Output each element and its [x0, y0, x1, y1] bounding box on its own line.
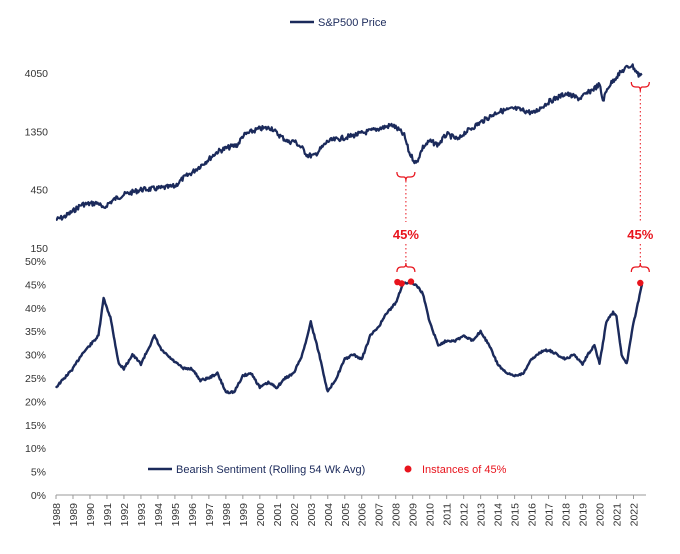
x-tick-label: 2010: [425, 503, 437, 527]
x-tick-label: 2012: [459, 503, 471, 527]
x-tick-label: 2018: [561, 503, 573, 527]
x-tick-label: 2015: [510, 503, 522, 527]
x-tick-label: 2021: [612, 503, 624, 527]
sentiment-y-tick-label: 35%: [25, 326, 46, 338]
x-tick-label: 2000: [255, 503, 267, 527]
x-tick-label: 1994: [153, 503, 165, 527]
sentiment-y-axis-ticks: 0% 5% 10% 15% 20% 25% 30% 35% 40% 45% 50%: [25, 256, 46, 502]
x-tick-label: 1999: [238, 503, 250, 527]
x-tick-label: 1993: [136, 503, 148, 527]
price-y-tick-label: 450: [30, 185, 48, 197]
x-tick-label: 2011: [442, 503, 454, 526]
x-tick-label: 2001: [272, 503, 284, 527]
instances-legend-marker: [404, 465, 412, 473]
price-y-tick-label: 4050: [25, 68, 49, 80]
x-tick-label: 2014: [493, 503, 505, 527]
price-legend: S&P500 Price: [290, 17, 386, 29]
x-tick-label: 1995: [170, 503, 182, 527]
x-axis-ticks: 1988 1989 1990 1991 1992 1993 1994 1995 1996 1997…: [51, 495, 641, 526]
annotation-label: 45%: [393, 227, 419, 242]
price-y-axis-ticks: 4050 1350 450 150: [25, 68, 49, 255]
x-tick-label: 2022: [629, 503, 641, 527]
x-tick-label: 2008: [391, 503, 403, 527]
x-tick-label: 2019: [578, 503, 590, 527]
price-line: [55, 63, 643, 221]
annotation-label: 45%: [627, 227, 653, 242]
price-brace: [396, 171, 416, 182]
instance-marker: [398, 280, 405, 287]
x-tick-label: 1997: [204, 503, 216, 527]
x-tick-label: 1992: [119, 503, 131, 527]
x-tick-label: 2007: [374, 503, 386, 527]
x-tick-label: 2005: [340, 503, 352, 527]
sentiment-y-tick-label: 45%: [25, 279, 46, 291]
sentiment-y-tick-label: 0%: [31, 490, 46, 502]
sentiment-y-tick-label: 10%: [25, 443, 46, 455]
sentiment-y-tick-label: 20%: [25, 396, 46, 408]
x-tick-label: 2017: [544, 503, 556, 527]
x-tick-label: 1989: [68, 503, 80, 527]
sentiment-y-tick-label: 30%: [25, 350, 46, 362]
x-tick-label: 2006: [357, 503, 369, 527]
sentiment-legend-label: Bearish Sentiment (Rolling 54 Wk Avg): [176, 464, 365, 476]
price-series: [55, 63, 643, 221]
x-tick-label: 1990: [85, 503, 97, 527]
x-tick-label: 1996: [187, 503, 199, 527]
x-tick-label: 1998: [221, 503, 233, 527]
sentiment-y-tick-label: 50%: [25, 256, 46, 268]
instance-marker: [407, 278, 415, 285]
annotations: 45% 45%: [393, 227, 654, 242]
instance-markers: [394, 278, 644, 287]
x-tick-label: 1991: [102, 503, 114, 527]
sentiment-y-tick-label: 15%: [25, 420, 46, 432]
x-tick-label: 2009: [408, 503, 420, 527]
instance-marker: [637, 279, 644, 287]
price-y-tick-label: 1350: [25, 126, 49, 138]
x-tick-label: 2004: [323, 503, 335, 527]
x-tick-label: 2002: [289, 503, 301, 527]
x-tick-label: 2013: [476, 503, 488, 527]
connectors: [396, 81, 650, 273]
sentiment-y-tick-label: 25%: [25, 373, 46, 385]
price-y-tick-label: 150: [30, 243, 48, 255]
x-tick-label: 2003: [306, 503, 318, 527]
x-tick-label: 1988: [51, 503, 63, 527]
sentiment-series: [54, 280, 644, 395]
price-brace: [630, 81, 650, 92]
sentiment-brace: [396, 262, 416, 273]
price-legend-label: S&P500 Price: [318, 17, 386, 29]
instances-legend-label: Instances of 45%: [422, 464, 507, 476]
x-tick-label: 2020: [595, 503, 607, 527]
sentiment-brace: [630, 262, 650, 273]
sentiment-y-tick-label: 5%: [31, 467, 46, 479]
sentiment-legend: Bearish Sentiment (Rolling 54 Wk Avg) In…: [148, 464, 507, 476]
sentiment-line: [54, 280, 644, 395]
sentiment-y-tick-label: 40%: [25, 303, 46, 315]
x-tick-label: 2016: [527, 503, 539, 527]
